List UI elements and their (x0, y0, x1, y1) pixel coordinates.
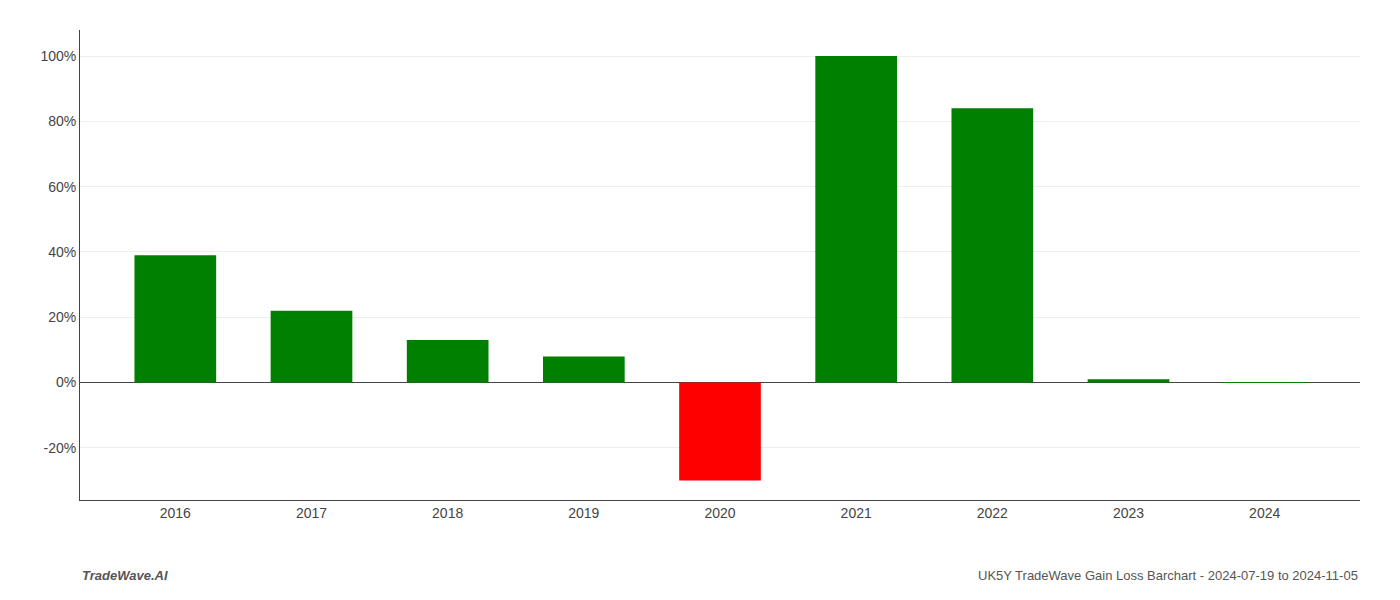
svg-text:-20%: -20% (44, 440, 77, 456)
svg-text:2018: 2018 (432, 505, 463, 521)
svg-text:100%: 100% (40, 48, 76, 64)
svg-text:2017: 2017 (296, 505, 327, 521)
svg-text:UK5Y TradeWave Gain Loss Barch: UK5Y TradeWave Gain Loss Barchart - 2024… (978, 568, 1358, 583)
svg-text:20%: 20% (48, 309, 76, 325)
svg-text:2022: 2022 (977, 505, 1008, 521)
svg-text:2024: 2024 (1249, 505, 1280, 521)
svg-text:80%: 80% (48, 113, 76, 129)
svg-text:2019: 2019 (568, 505, 599, 521)
svg-text:40%: 40% (48, 244, 76, 260)
svg-text:60%: 60% (48, 179, 76, 195)
svg-text:2016: 2016 (160, 505, 191, 521)
svg-text:0%: 0% (56, 374, 76, 390)
svg-text:2021: 2021 (841, 505, 872, 521)
svg-text:2023: 2023 (1113, 505, 1144, 521)
svg-text:2020: 2020 (704, 505, 735, 521)
svg-text:TradeWave.AI: TradeWave.AI (82, 568, 168, 583)
